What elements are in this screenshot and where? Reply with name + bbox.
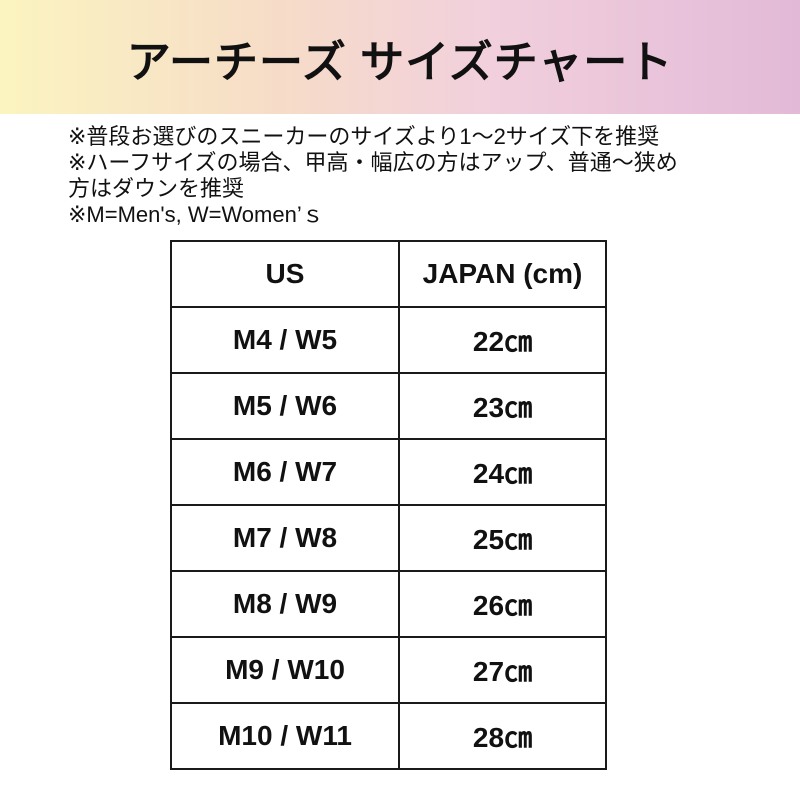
japan-size-cell: 28㎝ [398,702,607,770]
japan-size-cell: 24㎝ [398,438,607,506]
table-row: M8 / W9 26㎝ [170,570,607,638]
notes: ※普段お選びのスニーカーのサイズより1～2サイズ下を推奨 ※ハーフサイズの場合、… [68,124,678,228]
us-size-cell: M4 / W5 [170,306,400,374]
table-row: M6 / W7 24㎝ [170,438,607,506]
table-row: M7 / W8 25㎝ [170,504,607,572]
page-title: アーチーズ サイズチャート [126,38,674,87]
note-line: ※M=Men's, W=Women’ｓ [68,202,324,227]
table-row: M5 / W6 23㎝ [170,372,607,440]
column-header-japan: JAPAN (cm) [398,240,607,308]
title-banner: アーチーズ サイズチャート [0,0,800,114]
us-size-cell: M5 / W6 [170,372,400,440]
table-row: M4 / W5 22㎝ [170,306,607,374]
us-size-cell: M6 / W7 [170,438,400,506]
japan-size-cell: 27㎝ [398,636,607,704]
size-chart-table: US JAPAN (cm) M4 / W5 22㎝ M5 / W6 23㎝ M6 / W… [170,240,607,770]
note-line: 方はダウンを推奨 [68,176,245,201]
japan-size-cell: 25㎝ [398,504,607,572]
table-row: M10 / W11 28㎝ [170,702,607,770]
us-size-cell: M8 / W9 [170,570,400,638]
note-line: ※普段お選びのスニーカーのサイズより1～2サイズ下を推奨 [68,124,660,149]
column-header-us: US [170,240,400,308]
japan-size-cell: 23㎝ [398,372,607,440]
japan-size-cell: 22㎝ [398,306,607,374]
us-size-cell: M9 / W10 [170,636,400,704]
table-row: M9 / W10 27㎝ [170,636,607,704]
us-size-cell: M10 / W11 [170,702,400,770]
japan-size-cell: 26㎝ [398,570,607,638]
table-header-row: US JAPAN (cm) [170,240,607,308]
note-line: ※ハーフサイズの場合、甲高・幅広の方はアップ、普通～狭め [68,150,678,175]
us-size-cell: M7 / W8 [170,504,400,572]
